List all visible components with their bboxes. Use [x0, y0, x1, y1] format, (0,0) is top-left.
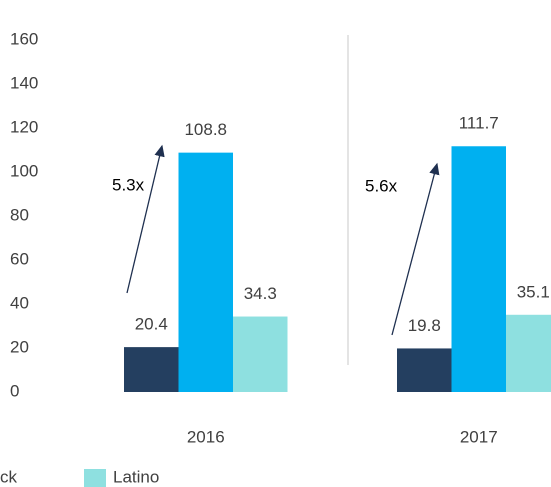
y-tick-label: 20 — [10, 337, 29, 356]
legend-label: Latino — [113, 467, 159, 486]
bar — [178, 152, 233, 392]
data-label: 108.8 — [184, 120, 227, 139]
data-label: 35.1 — [517, 282, 550, 301]
arrow — [391, 162, 440, 336]
y-tick-label: 120 — [10, 117, 38, 136]
y-tick-label: 160 — [10, 29, 38, 48]
x-tick-label: 2016 — [187, 427, 225, 446]
y-tick-label: 60 — [10, 249, 29, 268]
bar — [506, 314, 551, 392]
y-tick-label: 100 — [10, 161, 38, 180]
y-tick-label: 40 — [10, 293, 29, 312]
arrow — [126, 144, 165, 294]
data-label: 19.8 — [408, 316, 441, 335]
data-label: 34.3 — [244, 284, 277, 303]
data-label: 111.7 — [459, 114, 499, 133]
bar — [233, 316, 288, 392]
legend-label: ck — [0, 467, 18, 486]
bar — [124, 347, 179, 392]
legend-swatch — [84, 469, 106, 487]
y-tick-label: 80 — [10, 205, 29, 224]
y-tick-label: 140 — [10, 73, 38, 92]
annotation: 5.3x — [112, 175, 145, 194]
y-tick-label: 0 — [10, 381, 19, 400]
bar — [397, 348, 452, 392]
x-tick-label: 2017 — [460, 427, 498, 446]
data-label: 20.4 — [135, 315, 168, 334]
annotation: 5.6x — [365, 176, 398, 195]
bar — [451, 146, 506, 392]
